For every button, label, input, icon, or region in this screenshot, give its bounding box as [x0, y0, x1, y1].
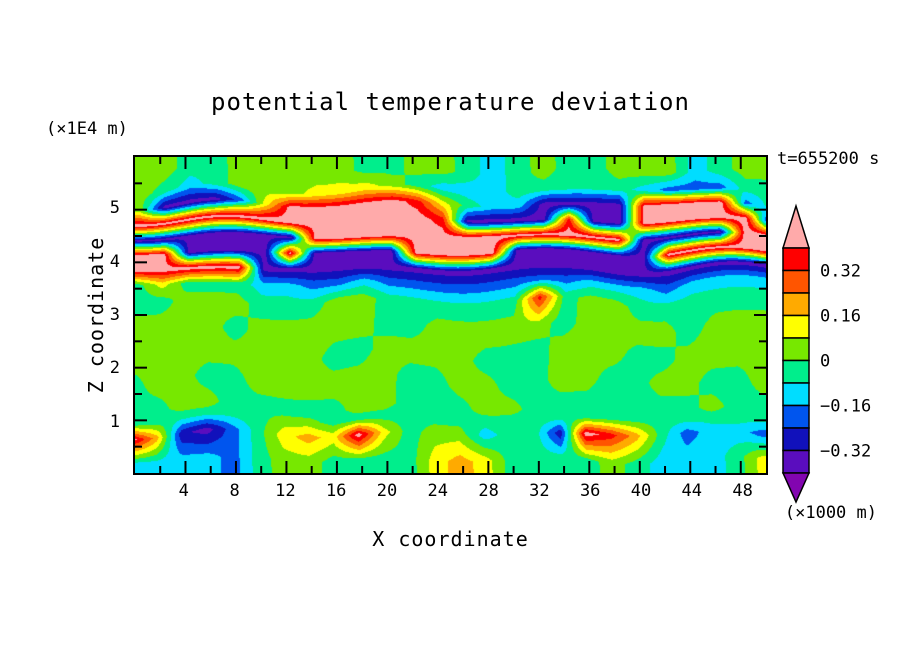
x-tick-label: 40 [630, 481, 652, 501]
heatmap-canvas [135, 157, 766, 473]
axis-ticks-overlay [135, 157, 766, 473]
heatmap-plot-area [133, 155, 768, 475]
x-axis-title: X coordinate [372, 527, 529, 551]
colorbar-arrow [781, 203, 811, 249]
colorbar-block [782, 314, 810, 339]
colorbar-block [782, 247, 810, 272]
x-tick-label: 12 [275, 481, 296, 501]
z-tick-label: 4 [109, 251, 120, 272]
z-tick-label: 1 [109, 411, 120, 432]
x-tick-label: 24 [427, 481, 449, 501]
colorbar-tick-label: 0 [820, 352, 830, 372]
x-tick-label: 28 [478, 481, 499, 501]
colorbar: 0.32 0.16 0 −0.16 −0.32 [781, 203, 871, 504]
x-tick-label: 16 [325, 481, 347, 501]
z-tick-label: 3 [109, 305, 120, 325]
time-annotation: t=655200 s [777, 149, 880, 169]
x-tick-label: 32 [529, 481, 550, 501]
x-axis-unit-label: (×1000 m) [784, 503, 877, 523]
colorbar-tick-label: −0.16 [820, 397, 871, 417]
colorbar-block [782, 404, 810, 429]
colorbar-block [782, 427, 810, 452]
colorbar-tick-label: 0.16 [820, 307, 861, 327]
colorbar-block [782, 337, 810, 362]
colorbar-block [782, 292, 810, 317]
x-tick-label: 4 [178, 481, 189, 501]
x-tick-label: 8 [229, 481, 240, 501]
x-tick-label: 20 [376, 481, 398, 501]
z-tick-label: 2 [109, 358, 120, 379]
x-tick-label: 48 [732, 481, 753, 501]
colorbar-arrow [781, 472, 811, 504]
chart-title: potential temperature deviation [211, 88, 690, 116]
colorbar-block [782, 382, 810, 407]
colorbar-tick-label: 0.32 [820, 262, 861, 282]
x-tick-label: 36 [579, 481, 601, 501]
x-tick-label: 44 [681, 481, 703, 501]
z-axis-title: Z coordinate [84, 236, 108, 394]
colorbar-block [782, 269, 810, 294]
z-tick-label: 5 [109, 198, 120, 219]
colorbar-block [782, 449, 810, 474]
z-axis-unit-label: (×1E4 m) [46, 119, 128, 139]
colorbar-tick-label: −0.32 [820, 442, 871, 462]
colorbar-block [782, 359, 810, 384]
